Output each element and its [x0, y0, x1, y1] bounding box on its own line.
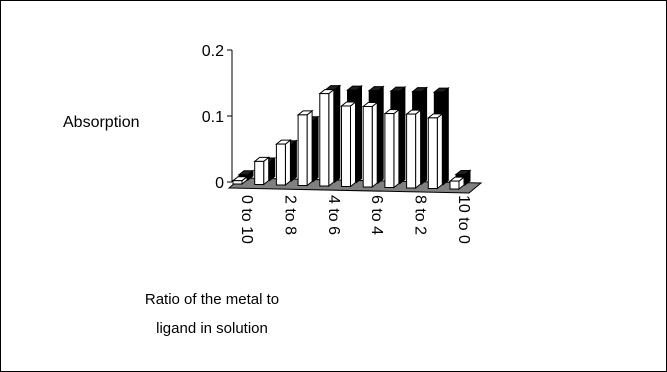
- bar: [448, 176, 466, 191]
- bar-side: [306, 109, 313, 187]
- bar: [405, 109, 423, 190]
- bar-side: [284, 139, 291, 187]
- bar: [340, 100, 357, 188]
- bar-front: [254, 160, 265, 185]
- x-tick-label: 0 to 10: [238, 195, 255, 244]
- bar-side: [263, 156, 270, 186]
- bar-front: [341, 105, 351, 187]
- x-axis-label-line-2: ligand in solution: [156, 320, 268, 337]
- bars: [231, 84, 472, 191]
- bar-front: [449, 180, 460, 190]
- bar-front: [406, 113, 417, 189]
- x-tick-label: 10 to 0: [455, 195, 472, 244]
- x-tick-label: 8 to 2: [412, 195, 429, 235]
- x-tick-label: 6 to 4: [368, 195, 385, 235]
- y-tick-label: 0.2: [202, 43, 224, 60]
- bar-side: [415, 109, 422, 190]
- bar: [296, 109, 314, 187]
- y-axis: 0 0.1 0.2: [202, 43, 233, 192]
- bar-side: [328, 88, 335, 188]
- bar-front: [427, 117, 438, 189]
- bar-side: [436, 112, 443, 190]
- bar-front: [275, 143, 286, 186]
- y-tick-label: 0: [215, 175, 224, 192]
- bar-side: [399, 86, 406, 185]
- bar-side: [356, 85, 362, 184]
- bar: [383, 108, 401, 189]
- bar: [253, 156, 271, 186]
- bar: [361, 101, 379, 189]
- bar-front: [232, 180, 243, 185]
- bar-side: [290, 139, 297, 183]
- bar-front: [384, 113, 395, 188]
- bar-side: [442, 87, 449, 186]
- bar-side: [393, 108, 400, 189]
- bar: [231, 175, 249, 186]
- y-tick-label: 0.1: [202, 109, 224, 126]
- x-tick-label: 2 to 8: [281, 195, 298, 235]
- x-axis-tick-labels: 0 to 10 2 to 8 4 to 6 6 to 4 8 to 2 10 to 0: [238, 195, 472, 244]
- bar: [318, 88, 336, 188]
- x-axis-label-line-1: Ratio of the metal to: [145, 291, 279, 308]
- bar-side: [312, 115, 319, 183]
- bar-side: [377, 85, 384, 185]
- y-axis-label: Absorption: [63, 114, 140, 131]
- bar-side: [334, 84, 341, 184]
- bar-side: [350, 100, 356, 188]
- x-tick-label: 4 to 6: [325, 195, 342, 235]
- bar-front: [319, 93, 330, 187]
- bar-front: [297, 114, 308, 186]
- bar: [274, 139, 292, 187]
- bar-side: [421, 86, 428, 186]
- bar-side: [371, 101, 378, 189]
- bar-front: [362, 105, 373, 188]
- bar: [426, 112, 444, 190]
